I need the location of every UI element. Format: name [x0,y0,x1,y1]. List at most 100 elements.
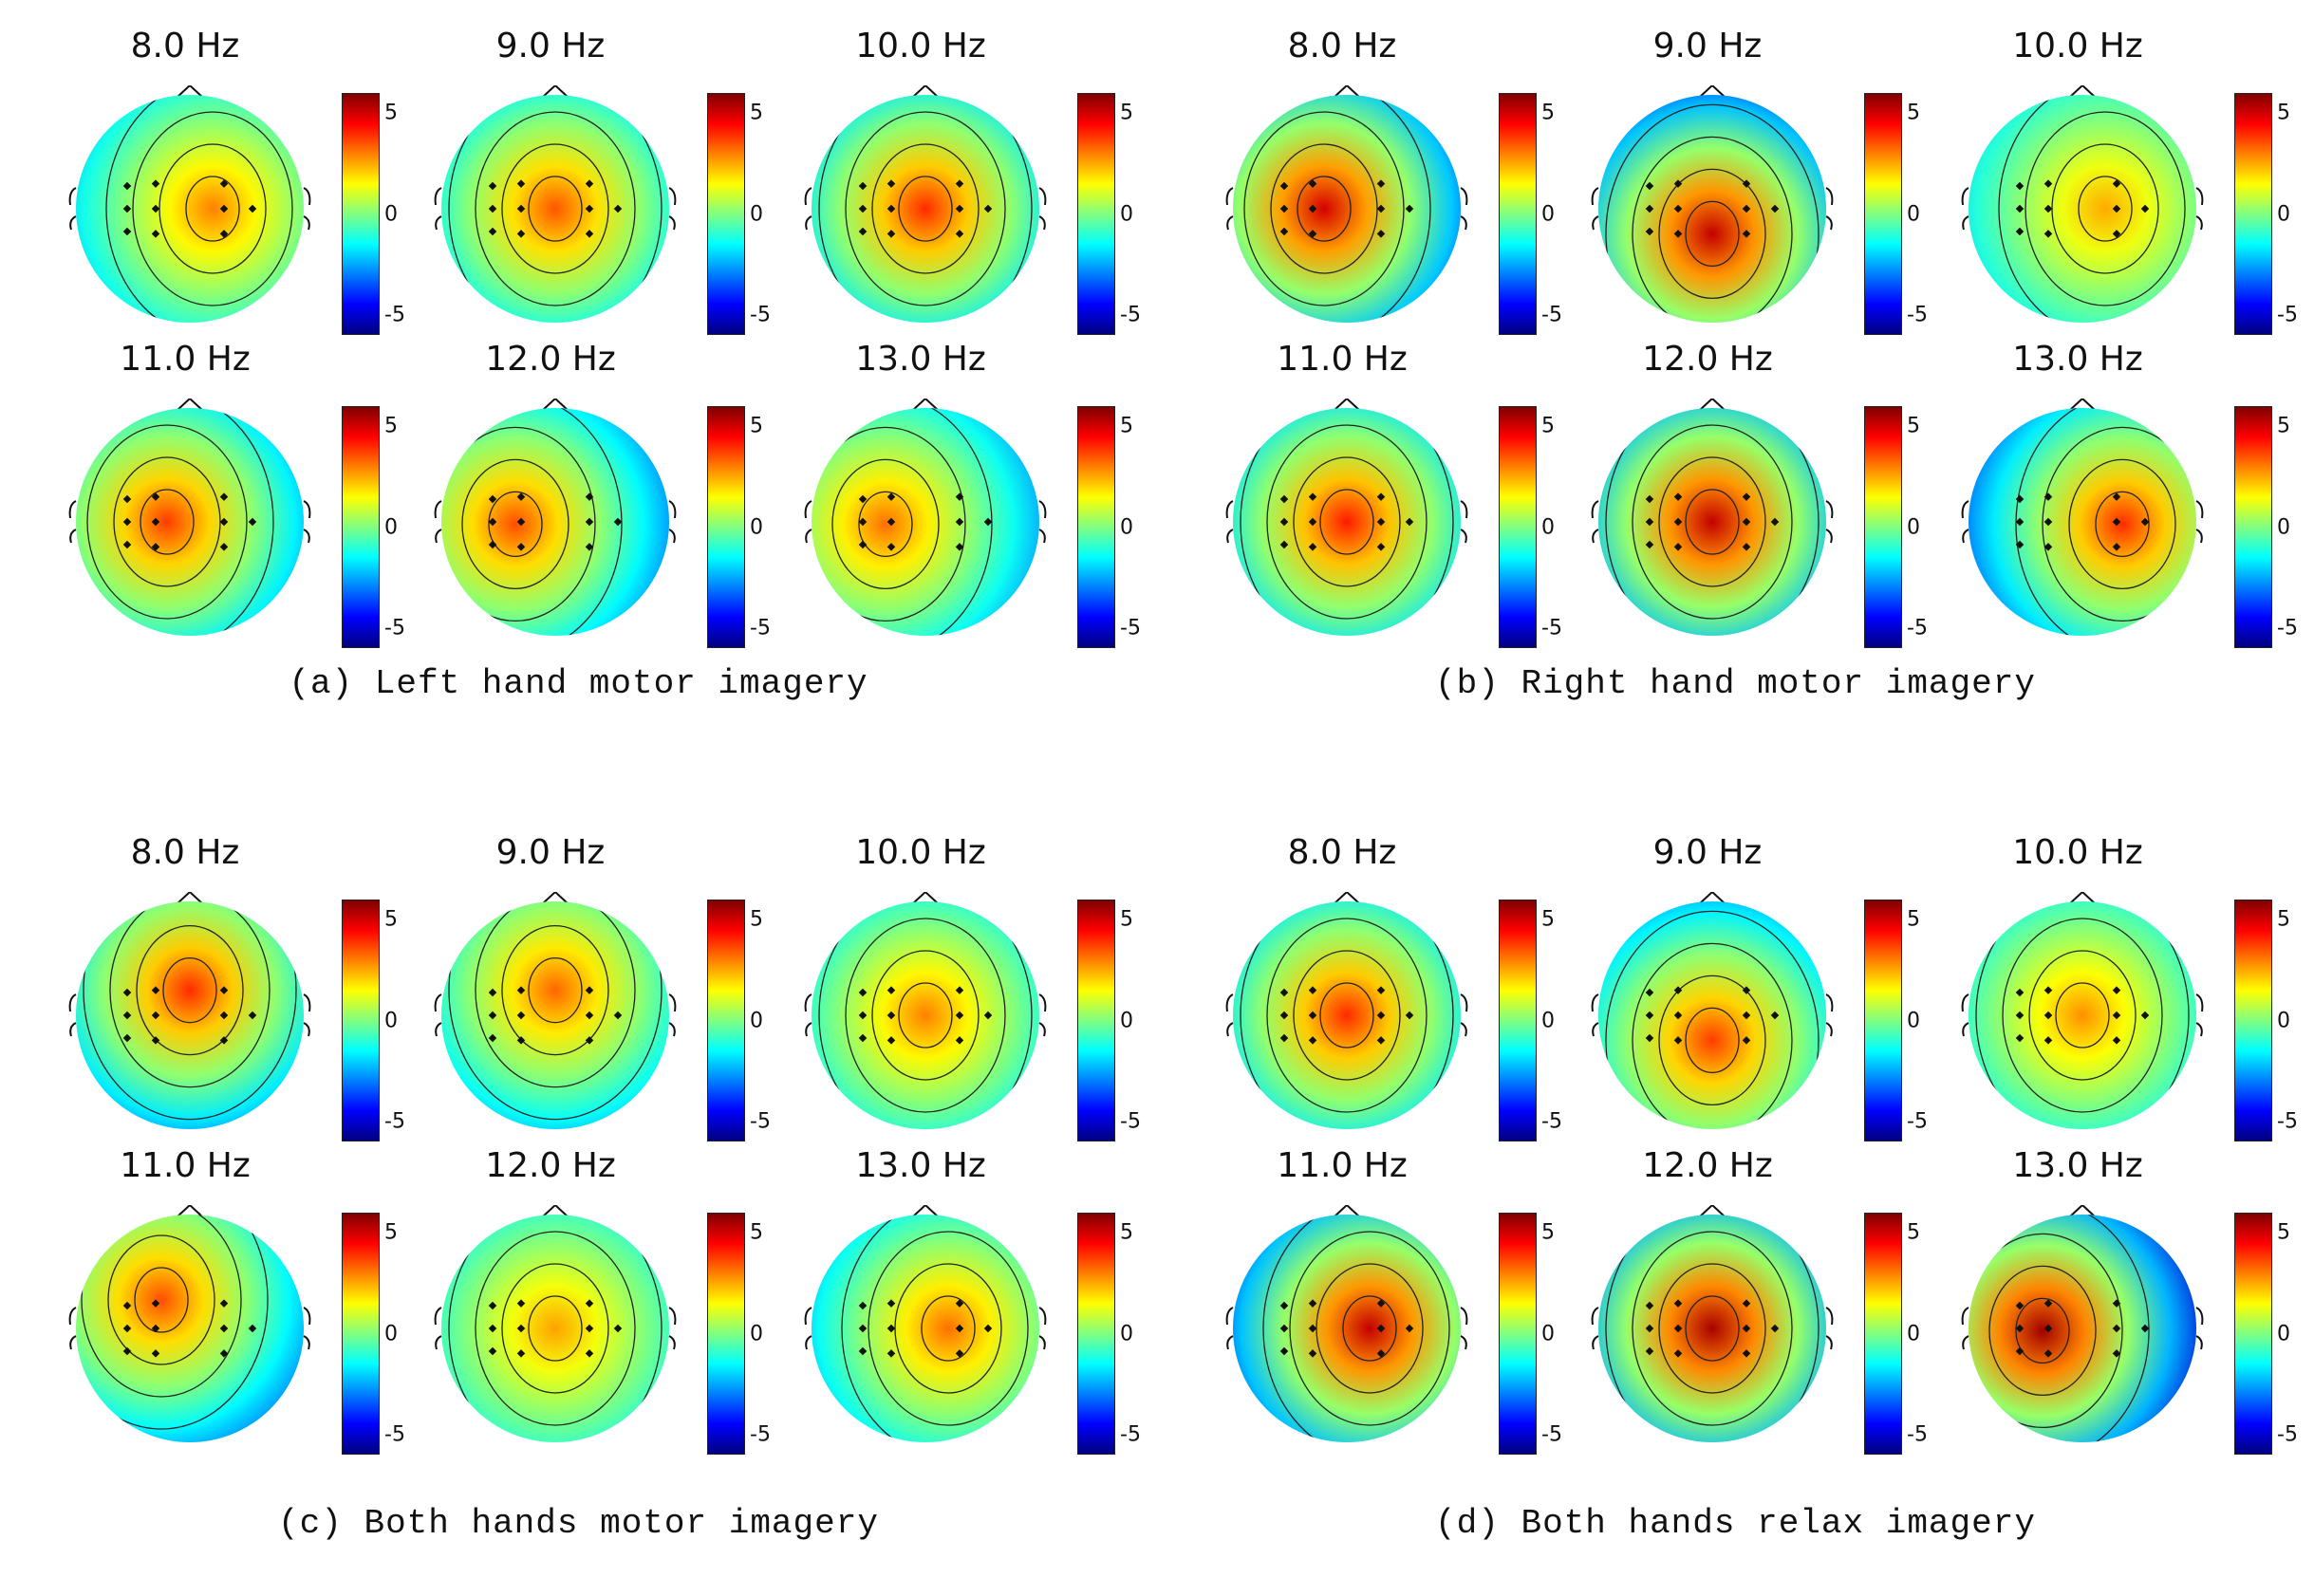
frequency-label: 9.0 Hz [1652,833,1763,872]
contour-line [845,111,1006,306]
topomap-surface [441,1215,669,1442]
topomap-head [1961,85,2204,323]
head-nose [2068,1205,2097,1218]
contour-line [1266,918,1428,1113]
head-ear [303,500,311,544]
head-nose [2068,399,2097,412]
contour-line [86,424,248,620]
figure-panel: 8.0 Hz 5 0 -5 9.0 Hz 5 0 -5 10.0 Hz 5 0 -5 11.0 Hz 5 0… [1157,807,2314,1596]
contour-line [475,1231,636,1426]
topomap-surface [812,1215,1039,1442]
electrode-marker [219,204,229,213]
contour-line [528,956,583,1024]
colorbar-tick-label: 5 [384,101,398,125]
colorbar-tick-label: -5 [1907,616,1928,640]
head-nose [1333,399,1361,412]
topomap-surface [1233,1215,1461,1442]
frequency-label: 12.0 Hz [485,340,616,379]
contour-line [2055,982,2110,1049]
topomap-head [1225,1205,1468,1442]
head-ear [68,1307,77,1350]
topomap-surface [1598,95,1826,323]
topomap-head [68,399,311,636]
frequency-label: 12.0 Hz [1642,340,1773,379]
colorbar-tick-label: 0 [1907,515,1920,539]
topomap-cell: 8.0 Hz 5 0 -5 [1214,826,1584,1148]
contour-line [448,901,662,1121]
topomap-head [804,399,1047,636]
colorbar-tick-label: 0 [1907,1322,1920,1345]
contour-line [841,1215,1039,1442]
contour-line [461,458,569,590]
contour-line [1605,910,1819,1129]
head-ear [1038,500,1047,544]
contour-line [1685,200,1740,268]
colorbar [342,93,380,335]
contour-line [441,408,623,636]
electrode-marker [2112,543,2121,551]
topomap-surface [1233,95,1461,323]
colorbar [1499,406,1537,648]
colorbar [1864,1213,1902,1455]
topomap-head [1225,892,1468,1129]
colorbar-tick-label: -5 [384,616,405,640]
contour-line [1289,1231,1450,1426]
colorbar [1864,900,1902,1141]
contour-line [898,176,953,242]
contour-line [1605,103,1819,323]
contour-line [1262,1215,1461,1442]
head-nose [911,85,940,99]
topomap-head [1591,1205,1834,1442]
electrode-marker [955,543,964,551]
topomap-head [434,399,677,636]
topomap-cell: 13.0 Hz 5 0 -5 [1950,332,2314,655]
topomap-cell: 13.0 Hz 5 0 -5 [793,1139,1163,1461]
head-ear [1961,500,1969,544]
topomap-surface [1598,408,1826,636]
colorbar-tick-label: 5 [1907,101,1920,125]
colorbar [1499,900,1537,1141]
electrode-marker [219,179,229,188]
topomap-cell: 12.0 Hz 5 0 -5 [1579,332,1950,655]
topomap-cell: 13.0 Hz 5 0 -5 [793,332,1163,655]
colorbar-tick-label: 5 [1541,907,1555,932]
colorbar-tick-label: 5 [384,1220,398,1245]
colorbar [1864,93,1902,335]
head-ear [1460,1307,1468,1350]
topomap-cell: 10.0 Hz 5 0 -5 [793,19,1163,342]
colorbar-tick-label: -5 [1120,1422,1141,1447]
topomap-surface [76,1215,304,1442]
colorbar [1077,406,1115,648]
head-nose [911,892,940,905]
topomap-cell: 11.0 Hz 5 0 -5 [1214,1139,1584,1461]
colorbar-tick-label: 0 [1541,1322,1555,1345]
colorbar-tick-label: 5 [1120,907,1133,932]
contour-line [1243,111,1405,306]
contour-line [1240,901,1454,1129]
head-ear [1591,1307,1599,1350]
head-ear [1825,500,1834,544]
head-ear [1825,993,1834,1037]
electrode-marker [1673,543,1683,551]
head-ear [1961,993,1969,1037]
colorbar [1499,1213,1537,1455]
colorbar-tick-label: 0 [2277,202,2290,226]
frequency-label: 12.0 Hz [485,1146,616,1185]
colorbar-tick-label: -5 [1541,1422,1562,1447]
contour-line [1342,1295,1397,1362]
contour-line [501,1263,609,1394]
contour-line [81,1215,242,1398]
contour-line [105,95,304,323]
colorbar [707,406,745,648]
head-ear [1225,500,1234,544]
contour-line [812,426,966,622]
topomap-head [1591,85,1834,323]
colorbar-tick-label: 0 [1120,202,1133,226]
colorbar-tick-label: 0 [1541,202,1555,226]
contour-line [107,1234,215,1365]
electrode-marker [886,543,896,551]
colorbar-tick-label: 0 [1907,202,1920,226]
colorbar [1077,1213,1115,1455]
topomap-cell: 8.0 Hz 5 0 -5 [1214,19,1584,342]
panel-caption: (d) Both hands relax imagery [1435,1504,2036,1543]
